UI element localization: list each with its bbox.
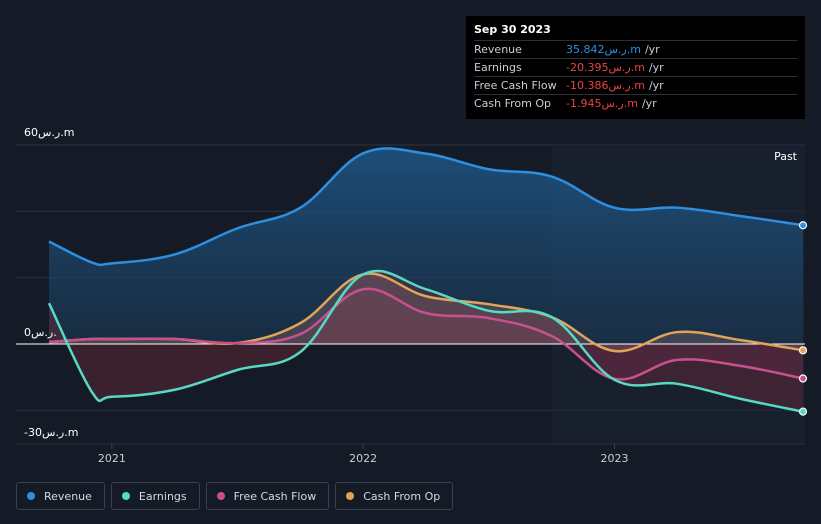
legend-label: Earnings	[138, 489, 187, 503]
tooltip-rows: Revenue 35.842ر.س.m/yr Earnings -20.395ر.س.…	[474, 40, 797, 112]
x-tick-label: 2021	[98, 452, 126, 465]
legend-label: Revenue	[44, 489, 92, 503]
earnings-end-dot	[798, 407, 808, 416]
tooltip-row: Revenue 35.842ر.س.m/yr	[474, 40, 797, 58]
x-tick-label: 2023	[601, 452, 629, 465]
cash-from-op-end-dot	[798, 346, 808, 355]
tooltip-row-label: Cash From Op	[474, 97, 552, 110]
legend-item-cash-from-op[interactable]: Cash From Op	[335, 482, 454, 510]
tooltip-row: Cash From Op -1.945ر.س.m/yr	[474, 94, 797, 112]
y-tick-label: 0ر.س.	[24, 326, 57, 339]
revenue-area	[49, 148, 803, 344]
tooltip-row-value: -10.386ر.س.m	[566, 79, 645, 92]
free-cash-flow-end-dot	[798, 374, 808, 383]
legend-label: Cash From Op	[363, 489, 441, 503]
tooltip-row-value: -1.945ر.س.m	[566, 97, 638, 110]
tooltip-row-label: Revenue	[474, 43, 522, 56]
legend-item-free-cash-flow[interactable]: Free Cash Flow	[205, 482, 330, 510]
legend-dot-icon	[121, 492, 130, 500]
tooltip-row-unit: /yr	[648, 61, 664, 74]
legend-dot-icon	[216, 492, 225, 500]
y-tick-label: -30ر.س.m	[24, 426, 78, 439]
legend: Revenue Earnings Free Cash Flow Cash From O…	[16, 482, 454, 510]
tooltip-row-label: Earnings	[474, 61, 522, 74]
revenue-end-dot	[798, 221, 808, 230]
tooltip-row-value: 35.842ر.س.m	[566, 43, 641, 56]
legend-dot-icon	[27, 492, 35, 500]
tooltip-row-label: Free Cash Flow	[474, 79, 557, 92]
x-axis-labels: 2021 2022 2023	[98, 444, 629, 465]
legend-dot-icon	[346, 492, 355, 500]
earnings-area	[49, 270, 803, 412]
tooltip-row-value: -20.395ر.س.m	[566, 61, 645, 74]
series-end-dots	[798, 221, 808, 416]
legend-item-revenue[interactable]: Revenue	[16, 482, 105, 510]
tooltip-date: Sep 30 2023	[474, 23, 551, 36]
legend-item-earnings[interactable]: Earnings	[110, 482, 200, 510]
tooltip-row-unit: /yr	[648, 79, 664, 92]
series-lines	[47, 147, 804, 413]
tooltip-panel: Sep 30 2023 Revenue 35.842ر.س.m/yr Earning…	[466, 16, 805, 119]
free-cash-flow-line	[48, 287, 804, 381]
tooltip-row-unit: /yr	[644, 43, 660, 56]
tooltip-row: Earnings -20.395ر.س.m/yr	[474, 58, 797, 76]
y-axis-labels: 60ر.س.m 0ر.س. -30ر.س.m	[24, 126, 78, 439]
tooltip-row-unit: /yr	[641, 97, 657, 110]
legend-label: Free Cash Flow	[233, 489, 317, 503]
x-tick-label: 2022	[349, 452, 377, 465]
tooltip-row: Free Cash Flow -10.386ر.س.m/yr	[474, 76, 797, 94]
earnings-line	[47, 269, 804, 413]
free-cash-flow-area	[49, 288, 803, 380]
revenue-line	[48, 147, 804, 267]
y-tick-label: 60ر.س.m	[24, 126, 74, 139]
past-label: Past	[774, 150, 798, 163]
